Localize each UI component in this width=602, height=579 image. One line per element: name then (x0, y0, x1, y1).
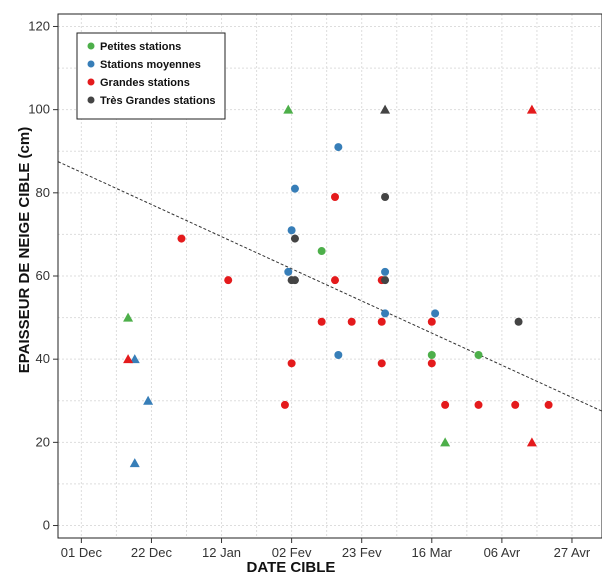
data-point (224, 276, 233, 285)
x-tick-label: 27 Avr (554, 545, 591, 560)
data-point (317, 247, 326, 256)
data-point-triangle (526, 437, 537, 447)
legend-marker (87, 60, 95, 68)
legend: Petites stations Stations moyennes Grandes… (76, 32, 226, 120)
data-point (381, 192, 390, 201)
data-point (514, 317, 523, 326)
x-tick-label: 23 Fev (342, 545, 382, 560)
legend-marker (87, 78, 95, 86)
data-point (290, 234, 299, 243)
x-tick-label: 06 Avr (484, 545, 521, 560)
data-point-triangle (129, 354, 140, 364)
x-tick-label: 02 Fev (272, 545, 312, 560)
data-point (177, 234, 186, 243)
data-point-triangle (283, 104, 294, 114)
y-tick-label: 0 (43, 518, 50, 533)
legend-box (76, 32, 226, 120)
data-point (381, 309, 390, 318)
data-point (427, 351, 436, 360)
x-axis-title: DATE CIBLE (247, 559, 336, 576)
data-point (331, 192, 340, 201)
data-point (334, 351, 343, 360)
y-tick-labels: 0 20 40 60 80 100 120 (28, 18, 58, 533)
y-axis-title: EPAISSEUR DE NEIGE CIBLE (cm) (16, 127, 33, 373)
data-point-triangle (526, 104, 537, 114)
data-point-triangle (123, 354, 134, 364)
data-point (317, 317, 326, 326)
trendline-group (57, 161, 602, 412)
legend-label: Stations moyennes (100, 59, 201, 71)
data-point (287, 359, 296, 368)
data-point (290, 184, 299, 193)
x-tick-label: 12 Jan (202, 545, 241, 560)
y-tick-label: 100 (28, 102, 50, 117)
data-point-triangle (123, 312, 134, 322)
data-point (347, 317, 356, 326)
data-point (431, 309, 440, 318)
grid (58, 14, 602, 538)
data-point (377, 317, 386, 326)
y-tick-label: 40 (36, 351, 50, 366)
data-point (427, 317, 436, 326)
data-point (334, 143, 343, 152)
data-point-triangle (129, 458, 140, 468)
legend-marker (87, 42, 95, 50)
legend-label: Très Grandes stations (100, 95, 216, 107)
data-point (284, 267, 293, 276)
data-point (544, 400, 553, 409)
x-tick-label: 16 Mar (412, 545, 453, 560)
legend-label: Petites stations (100, 41, 181, 53)
data-point (381, 267, 390, 276)
data-point (377, 359, 386, 368)
data-point (381, 276, 390, 285)
data-point (280, 400, 289, 409)
data-point (474, 351, 483, 360)
points-group (123, 104, 553, 468)
y-tick-label: 120 (28, 18, 50, 33)
x-tick-labels: 01 Dec 22 Dec 12 Jan 02 Fev 23 Fev 16 Mar 06 A… (61, 538, 591, 560)
y-tick-label: 60 (36, 268, 50, 283)
data-point-triangle (143, 395, 154, 405)
data-point (290, 276, 299, 285)
data-point (287, 226, 296, 235)
legend-marker (87, 96, 95, 104)
data-point (474, 400, 483, 409)
legend-label: Grandes stations (100, 77, 190, 89)
data-point-triangle (380, 104, 391, 114)
x-tick-label: 01 Dec (61, 545, 103, 560)
trendline (57, 161, 602, 412)
y-tick-label: 20 (36, 434, 50, 449)
data-point-triangle (440, 437, 451, 447)
data-point (331, 276, 340, 285)
data-point (441, 400, 450, 409)
data-point (427, 359, 436, 368)
data-point (511, 400, 520, 409)
y-tick-label: 80 (36, 185, 50, 200)
x-tick-label: 22 Dec (131, 545, 173, 560)
